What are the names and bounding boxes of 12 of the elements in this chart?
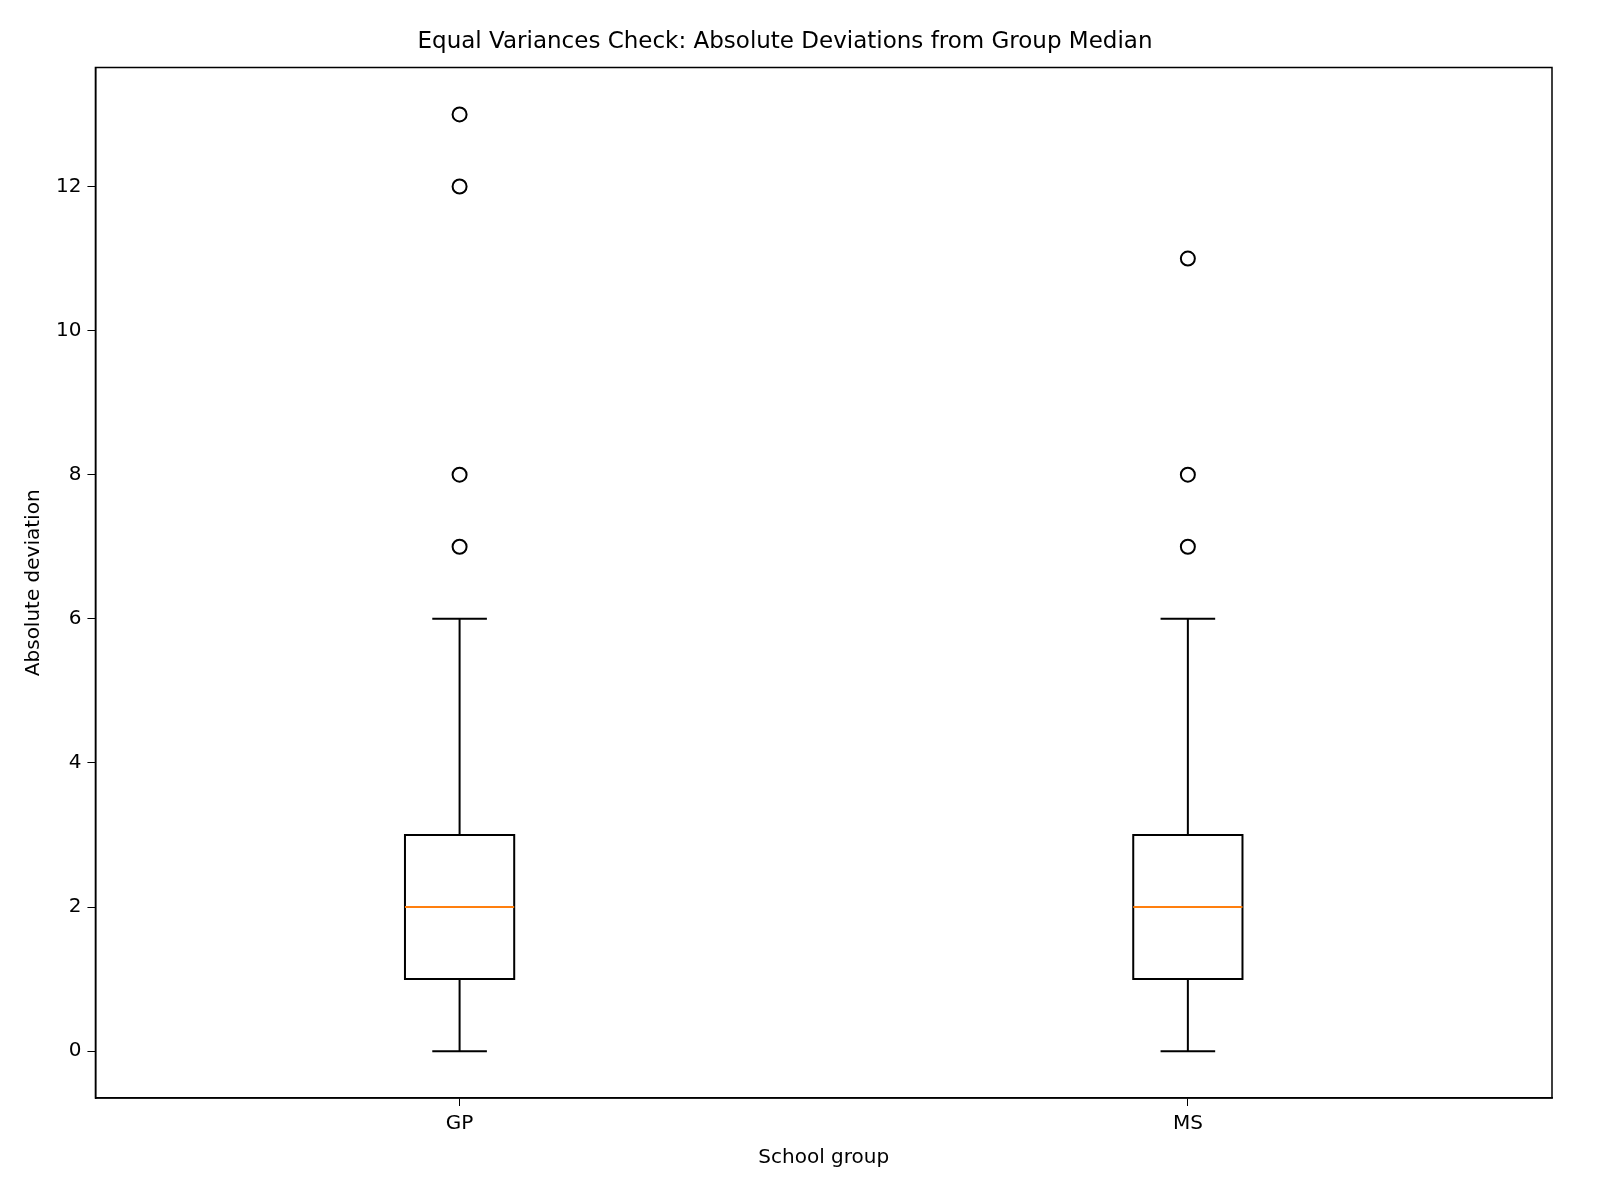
y-tick-label: 6 [68,605,82,630]
y-tick-label: 4 [68,749,82,774]
chart-title: Equal Variances Check: Absolute Deviations from Group Median [417,26,1153,53]
y-tick-label: 10 [56,316,82,341]
x-tick-label: GP [445,1110,474,1135]
y-tick-label: 0 [68,1037,82,1062]
y-tick-label: 12 [56,172,82,197]
y-tick-label: 2 [68,893,82,918]
y-tick-label: 8 [68,460,82,485]
x-axis-title: School group [758,1144,890,1169]
y-axis-title: Absolute deviation [20,489,45,677]
x-tick-label: MS [1172,1110,1203,1135]
